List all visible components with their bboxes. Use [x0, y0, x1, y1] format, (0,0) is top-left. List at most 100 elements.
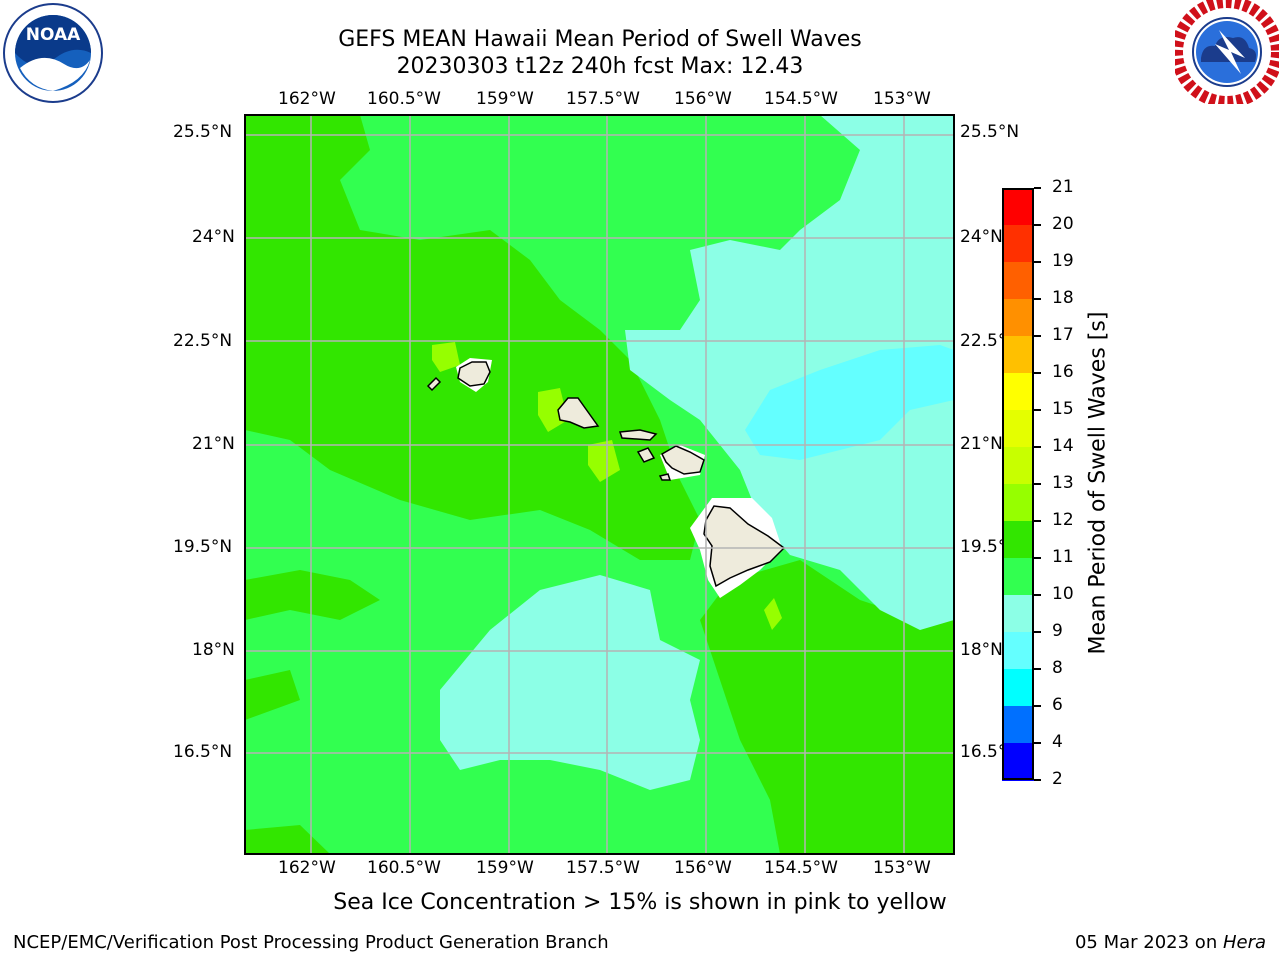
- field-11-12s-southeast: [700, 560, 954, 854]
- lat-label-left: 18°N: [192, 640, 235, 660]
- island-oahu: [557, 397, 600, 429]
- nws-logo: [1171, 0, 1280, 108]
- lon-label-top: 162°W: [278, 89, 336, 109]
- colorbar-tick-mark: [1034, 631, 1041, 633]
- colorbar-tick-label: 20: [1052, 214, 1074, 234]
- noaa-logo: NOAA: [2, 2, 104, 108]
- island-kahoolawe: [658, 473, 672, 481]
- colorbar-segment: [1002, 521, 1034, 559]
- colorbar-segment: [1002, 632, 1034, 670]
- lon-label-top: 154.5°W: [764, 89, 838, 109]
- colorbar-tick-mark: [1034, 187, 1041, 189]
- colorbar: [1002, 188, 1034, 781]
- colorbar-segment: [1002, 410, 1034, 448]
- map-title: GEFS MEAN Hawaii Mean Period of Swell Wa…: [338, 27, 862, 52]
- colorbar-tick-label: 2: [1052, 769, 1063, 789]
- colorbar-segment: [1002, 188, 1034, 226]
- lon-label-top: 159°W: [476, 89, 534, 109]
- colorbar-tick-label: 9: [1052, 621, 1063, 641]
- colorbar-tick-mark: [1034, 483, 1041, 485]
- field-12-13s-patch: [432, 342, 460, 372]
- island-molokai: [618, 429, 658, 441]
- map-subtitle: 20230303 t12z 240h fcst Max: 12.43: [396, 54, 804, 79]
- lon-label-top: 153°W: [873, 89, 931, 109]
- footer-credit: NCEP/EMC/Verification Post Processing Pr…: [13, 932, 609, 953]
- colorbar-tick-mark: [1034, 409, 1041, 411]
- field-9-10s-south: [440, 575, 700, 790]
- lat-label-right: 21°N: [960, 434, 1003, 454]
- footer-host: Hera: [1222, 932, 1266, 953]
- colorbar-tick-mark: [1034, 520, 1041, 522]
- colorbar-tick-mark: [1034, 779, 1041, 781]
- colorbar-tick-label: 4: [1052, 732, 1063, 752]
- field-9-10s-patch: [870, 120, 910, 145]
- colorbar-tick-label: 10: [1052, 584, 1074, 604]
- colorbar-tick-label: 21: [1052, 177, 1074, 197]
- colorbar-tick-mark: [1034, 335, 1041, 337]
- colorbar-segment: [1002, 447, 1034, 485]
- lat-label-left: 22.5°N: [173, 331, 233, 351]
- colorbar-tick-label: 12: [1052, 510, 1074, 530]
- footer-date: 05 Mar 2023 on Hera: [1074, 932, 1266, 953]
- colorbar-segment: [1002, 558, 1034, 596]
- colorbar-segment: [1002, 299, 1034, 337]
- colorbar-tick-label: 14: [1052, 436, 1074, 456]
- field-11-12s-west: [245, 115, 700, 560]
- lon-label-top: 157.5°W: [566, 89, 640, 109]
- lon-label-bottom: 153°W: [873, 858, 931, 878]
- lon-label-bottom: 156°W: [674, 858, 732, 878]
- lon-label-bottom: 157.5°W: [566, 858, 640, 878]
- lon-label-bottom: 159°W: [476, 858, 534, 878]
- colorbar-tick-mark: [1034, 298, 1041, 300]
- colorbar-segment: [1002, 484, 1034, 522]
- field-11-12s-patch: [245, 670, 300, 720]
- colorbar-tick-label: 8: [1052, 658, 1063, 678]
- colorbar-tick-label: 18: [1052, 288, 1074, 308]
- island-hawaii: [703, 505, 786, 588]
- field-12-13s-patch: [588, 440, 620, 482]
- lat-label-right: 25.5°N: [960, 122, 1020, 142]
- colorbar-segment: [1002, 336, 1034, 374]
- colorbar-tick-mark: [1034, 224, 1041, 226]
- lon-label-top: 156°W: [674, 89, 732, 109]
- lat-label-left: 24°N: [192, 227, 235, 247]
- colorbar-segment: [1002, 706, 1034, 744]
- lon-label-bottom: 160.5°W: [367, 858, 441, 878]
- colorbar-tick-mark: [1034, 668, 1041, 670]
- island-kauai: [457, 361, 491, 387]
- colorbar-segment: [1002, 595, 1034, 633]
- island-niihau: [426, 376, 442, 392]
- colorbar-tick-mark: [1034, 557, 1041, 559]
- colorbar-label: Mean Period of Swell Waves [s]: [1085, 311, 1111, 655]
- colorbar-tick-mark: [1034, 742, 1041, 744]
- colorbar-tick-mark: [1034, 372, 1041, 374]
- colorbar-tick-label: 17: [1052, 325, 1074, 345]
- colorbar-tick-mark: [1034, 594, 1041, 596]
- colorbar-tick-mark: [1034, 705, 1041, 707]
- colorbar-tick-label: 13: [1052, 473, 1074, 493]
- colorbar-frame: [1002, 188, 1034, 780]
- colorbar-segment: [1002, 743, 1034, 781]
- graticule: [245, 115, 954, 854]
- colorbar-tick-label: 6: [1052, 695, 1063, 715]
- colorbar-tick-mark: [1034, 261, 1041, 263]
- field-8-9s: [745, 345, 954, 460]
- colorbar-tick-label: 15: [1052, 399, 1074, 419]
- island-lanai: [636, 447, 656, 463]
- colorbar-tick-label: 19: [1052, 251, 1074, 271]
- field-11-12s-patch: [245, 570, 380, 620]
- lat-label-left: 16.5°N: [173, 742, 233, 762]
- field-11-12s-patch: [245, 825, 330, 854]
- field-9-10s-northeast: [625, 115, 954, 630]
- field-12-13s-patch: [538, 388, 568, 432]
- colorbar-tick-label: 16: [1052, 362, 1074, 382]
- lat-label-left: 19.5°N: [173, 537, 233, 557]
- colorbar-segment: [1002, 262, 1034, 300]
- svg-text:NOAA: NOAA: [26, 25, 81, 45]
- colorbar-segment: [1002, 373, 1034, 411]
- sea-ice-caption: Sea Ice Concentration > 15% is shown in …: [333, 890, 947, 915]
- lon-label-top: 160.5°W: [367, 89, 441, 109]
- colorbar-tick-mark: [1034, 446, 1041, 448]
- field-12-13s-patch: [764, 598, 782, 630]
